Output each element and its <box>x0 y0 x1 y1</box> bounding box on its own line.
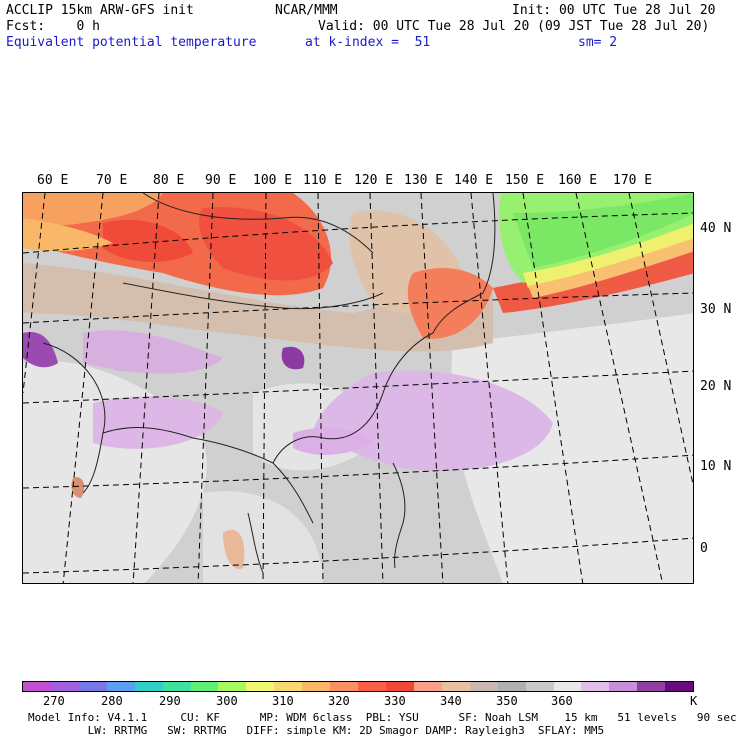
colorbar-unit-label: K <box>690 694 698 708</box>
colorbar-swatch <box>609 682 638 691</box>
colorbar-tick-label: 320 <box>328 694 350 708</box>
forecast-hour: Fcst: 0 h <box>6 19 100 34</box>
colorbar-swatch <box>358 682 386 691</box>
colorbar-swatch <box>23 682 51 691</box>
smoothing-label: sm= 2 <box>578 35 618 50</box>
model-info-line-1: Model Info: V4.1.1 CU: KF MP: WDM 6class… <box>28 711 737 724</box>
colorbar-tick-label: 360 <box>551 694 573 708</box>
init-time: Init: 00 UTC Tue 28 Jul 20 <box>512 3 716 18</box>
colorbar-swatch <box>553 682 582 691</box>
lon-label: 140 E <box>454 173 494 188</box>
lat-label: 0 <box>700 541 708 556</box>
colorbar <box>22 681 694 692</box>
colorbar-swatch <box>78 682 107 691</box>
colorbar-swatch <box>302 682 331 691</box>
lon-label: 70 E <box>96 173 128 188</box>
colorbar-tick-label: 290 <box>159 694 181 708</box>
colorbar-tick-label: 340 <box>440 694 462 708</box>
colorbar-swatch <box>218 682 247 691</box>
colorbar-tick-label: 310 <box>272 694 294 708</box>
colorbar-tick-label: 330 <box>384 694 406 708</box>
valid-time: Valid: 00 UTC Tue 28 Jul 20 (09 JST Tue … <box>318 19 710 34</box>
colorbar-tick-label: 270 <box>43 694 65 708</box>
model-title: ACCLIP 15km ARW-GFS init <box>6 3 194 18</box>
lon-label: 160 E <box>558 173 598 188</box>
colorbar-swatch <box>525 682 554 691</box>
model-info-line-2: LW: RRTMG SW: RRTMG DIFF: simple KM: 2D … <box>28 724 605 737</box>
lon-label: 120 E <box>354 173 394 188</box>
lat-label: 20 N <box>700 379 732 394</box>
colorbar-swatch <box>497 682 526 691</box>
lon-label: 80 E <box>153 173 185 188</box>
map-panel <box>22 192 694 584</box>
vertical-level: at k-index = 51 <box>305 35 431 50</box>
lat-label: 30 N <box>700 302 732 317</box>
colorbar-tick-label: 300 <box>216 694 238 708</box>
colorbar-swatch <box>469 682 498 691</box>
lon-label: 150 E <box>505 173 545 188</box>
colorbar-swatch <box>50 682 79 691</box>
colorbar-tick-label: 280 <box>101 694 123 708</box>
colorbar-swatch <box>162 682 191 691</box>
lon-label: 100 E <box>253 173 293 188</box>
colorbar-swatch <box>274 682 303 691</box>
lat-label: 40 N <box>700 221 732 236</box>
colorbar-swatch <box>190 682 219 691</box>
colorbar-swatch <box>330 682 359 691</box>
colorbar-swatch <box>246 682 275 691</box>
colorbar-swatch <box>134 682 163 691</box>
colorbar-swatch <box>665 682 694 691</box>
lon-label: 110 E <box>303 173 343 188</box>
lon-label: 130 E <box>404 173 444 188</box>
colorbar-swatch <box>106 682 135 691</box>
theta-e-field <box>23 193 693 583</box>
lon-label: 170 E <box>613 173 653 188</box>
lat-label: 10 N <box>700 459 732 474</box>
colorbar-tick-label: 350 <box>496 694 518 708</box>
lon-label: 60 E <box>37 173 69 188</box>
organization-label: NCAR/MMM <box>275 3 338 18</box>
variable-name: Equivalent potential temperature <box>6 35 257 50</box>
colorbar-swatch <box>413 682 442 691</box>
colorbar-swatch <box>441 682 470 691</box>
colorbar-swatch <box>581 682 610 691</box>
colorbar-swatch <box>385 682 414 691</box>
lon-label: 90 E <box>205 173 237 188</box>
colorbar-swatch <box>637 682 666 691</box>
